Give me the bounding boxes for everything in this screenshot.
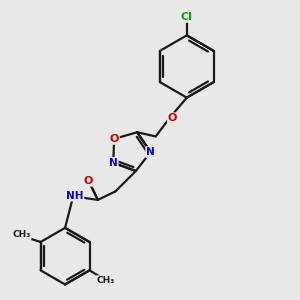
Text: NH: NH	[66, 190, 83, 201]
Text: CH₃: CH₃	[97, 276, 115, 285]
Text: O: O	[168, 113, 177, 123]
Text: O: O	[110, 134, 119, 144]
Text: N: N	[146, 147, 155, 157]
Text: N: N	[109, 158, 118, 168]
Text: O: O	[84, 176, 93, 186]
Text: CH₃: CH₃	[13, 230, 31, 239]
Text: Cl: Cl	[181, 12, 193, 22]
